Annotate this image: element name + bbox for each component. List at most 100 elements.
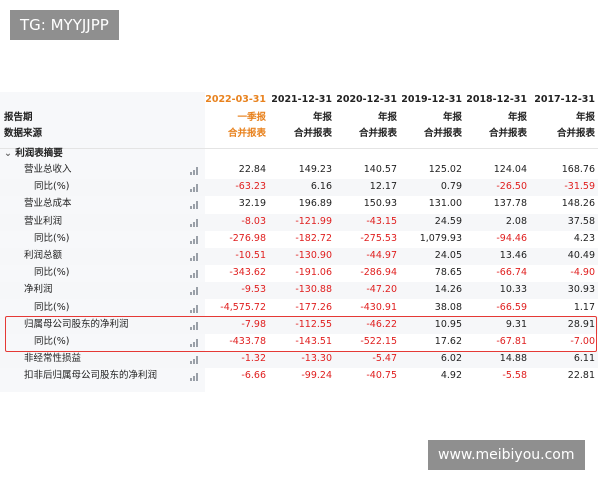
cell-value: -8.03	[241, 215, 266, 227]
cell-value: -112.55	[295, 318, 332, 330]
source: 合并报表	[556, 128, 595, 139]
cell-value: 168.76	[561, 164, 595, 175]
cell-value: -13.30	[301, 353, 332, 365]
footer-watermark: www.meibiyou.com	[428, 440, 585, 470]
source: 合并报表	[488, 128, 527, 139]
cell-value: 13.46	[499, 250, 527, 261]
period: 年报	[575, 112, 595, 123]
cell-value: -43.15	[366, 215, 397, 227]
source: 合并报表	[227, 128, 266, 139]
row-label: 同比(%)	[34, 181, 70, 193]
cell-value: -66.74	[496, 267, 527, 279]
cell-value: 10.33	[499, 284, 527, 296]
cell-value: -433.78	[229, 336, 266, 347]
date-header: 2022-03-31	[205, 94, 266, 105]
period: 一季报	[237, 112, 266, 123]
cell-value: -6.66	[241, 370, 266, 382]
chart-icon	[190, 184, 199, 193]
row-stripe	[0, 351, 598, 369]
chart-icon	[190, 373, 199, 382]
cell-value: -522.15	[360, 336, 397, 347]
cell-value: 6.16	[310, 181, 332, 193]
cell-value: 38.08	[434, 301, 462, 313]
cell-value: 140.57	[363, 164, 397, 175]
cell-value: 124.04	[493, 164, 527, 175]
row-label: 营业总收入	[24, 164, 72, 175]
cell-value: -10.51	[235, 250, 266, 261]
chart-icon	[190, 356, 199, 365]
cell-value: 4.23	[573, 232, 595, 244]
cell-value: 6.11	[573, 353, 595, 365]
row-label: 同比(%)	[34, 301, 70, 313]
divider	[0, 148, 598, 149]
cell-value: 24.59	[434, 215, 462, 227]
cell-value: -47.20	[366, 284, 397, 296]
chart-icon	[190, 253, 199, 261]
label-column	[0, 92, 205, 392]
row-stripe	[0, 248, 598, 265]
cell-value: -26.50	[496, 181, 527, 193]
chart-icon	[190, 235, 199, 244]
row-label: 利润总额	[24, 250, 63, 261]
cell-value: 32.19	[238, 198, 266, 210]
cell-value: 131.00	[428, 198, 462, 210]
cell-value: 30.93	[567, 284, 595, 296]
cell-value: -7.98	[241, 318, 266, 330]
cell-value: -31.59	[564, 181, 595, 193]
cell-value: 0.79	[440, 181, 462, 193]
date-header: 2018-12-31	[466, 94, 527, 105]
source: 合并报表	[358, 128, 397, 139]
cell-value: -177.26	[295, 301, 332, 313]
cell-value: -9.53	[241, 284, 266, 296]
chart-icon	[190, 339, 199, 347]
cell-value: 4.92	[440, 370, 462, 382]
cell-value: -40.75	[366, 370, 397, 382]
cell-value: -46.22	[366, 318, 397, 330]
period: 年报	[442, 112, 462, 123]
chart-icon	[190, 201, 199, 210]
date-header: 2019-12-31	[401, 94, 462, 105]
row-stripe	[0, 179, 598, 197]
chart-icon	[190, 218, 199, 227]
cell-value: -143.51	[295, 336, 332, 347]
cell-value: -275.53	[360, 232, 397, 244]
row-stripe	[0, 282, 598, 300]
cell-value: 14.26	[434, 284, 462, 296]
cell-value: -5.47	[372, 353, 397, 365]
source: 合并报表	[293, 128, 332, 139]
cell-value: -130.90	[295, 250, 332, 261]
cell-value: 9.31	[505, 318, 527, 330]
source: 合并报表	[423, 128, 462, 139]
cell-value: 150.93	[363, 198, 397, 210]
cell-value: -5.58	[502, 370, 527, 382]
cell-value: -99.24	[301, 370, 332, 382]
cell-value: 149.23	[298, 164, 332, 175]
chart-icon	[190, 167, 199, 175]
cell-value: -430.91	[360, 301, 397, 313]
date-header: 2021-12-31	[271, 94, 332, 105]
cell-value: 24.05	[434, 250, 462, 261]
cell-value: 137.78	[493, 198, 527, 210]
cell-value: -343.62	[229, 267, 266, 279]
cell-value: -63.23	[235, 181, 266, 193]
period: 年报	[507, 112, 527, 123]
cell-value: 28.91	[567, 318, 595, 330]
cell-value: -121.99	[295, 215, 332, 227]
period: 年报	[312, 112, 332, 123]
row-label: 净利润	[24, 284, 53, 296]
cell-value: -44.97	[366, 250, 397, 261]
chart-icon	[190, 270, 199, 279]
row-label: 营业利润	[24, 215, 63, 227]
watermark: TG: MYYJJPP	[10, 10, 119, 40]
row-label: 扣非后归属母公司股东的净利润	[24, 370, 158, 382]
cell-value: 6.02	[440, 353, 462, 365]
cell-value: -130.88	[295, 284, 332, 296]
cell-value: 78.65	[434, 267, 462, 279]
cell-value: 22.81	[567, 370, 595, 382]
cell-value: -7.00	[570, 336, 595, 347]
cell-value: -276.98	[229, 232, 266, 244]
chart-icon	[190, 287, 199, 296]
section-title[interactable]: ⌄ 利润表摘要	[4, 148, 63, 159]
cell-value: 1,079.93	[419, 232, 462, 244]
